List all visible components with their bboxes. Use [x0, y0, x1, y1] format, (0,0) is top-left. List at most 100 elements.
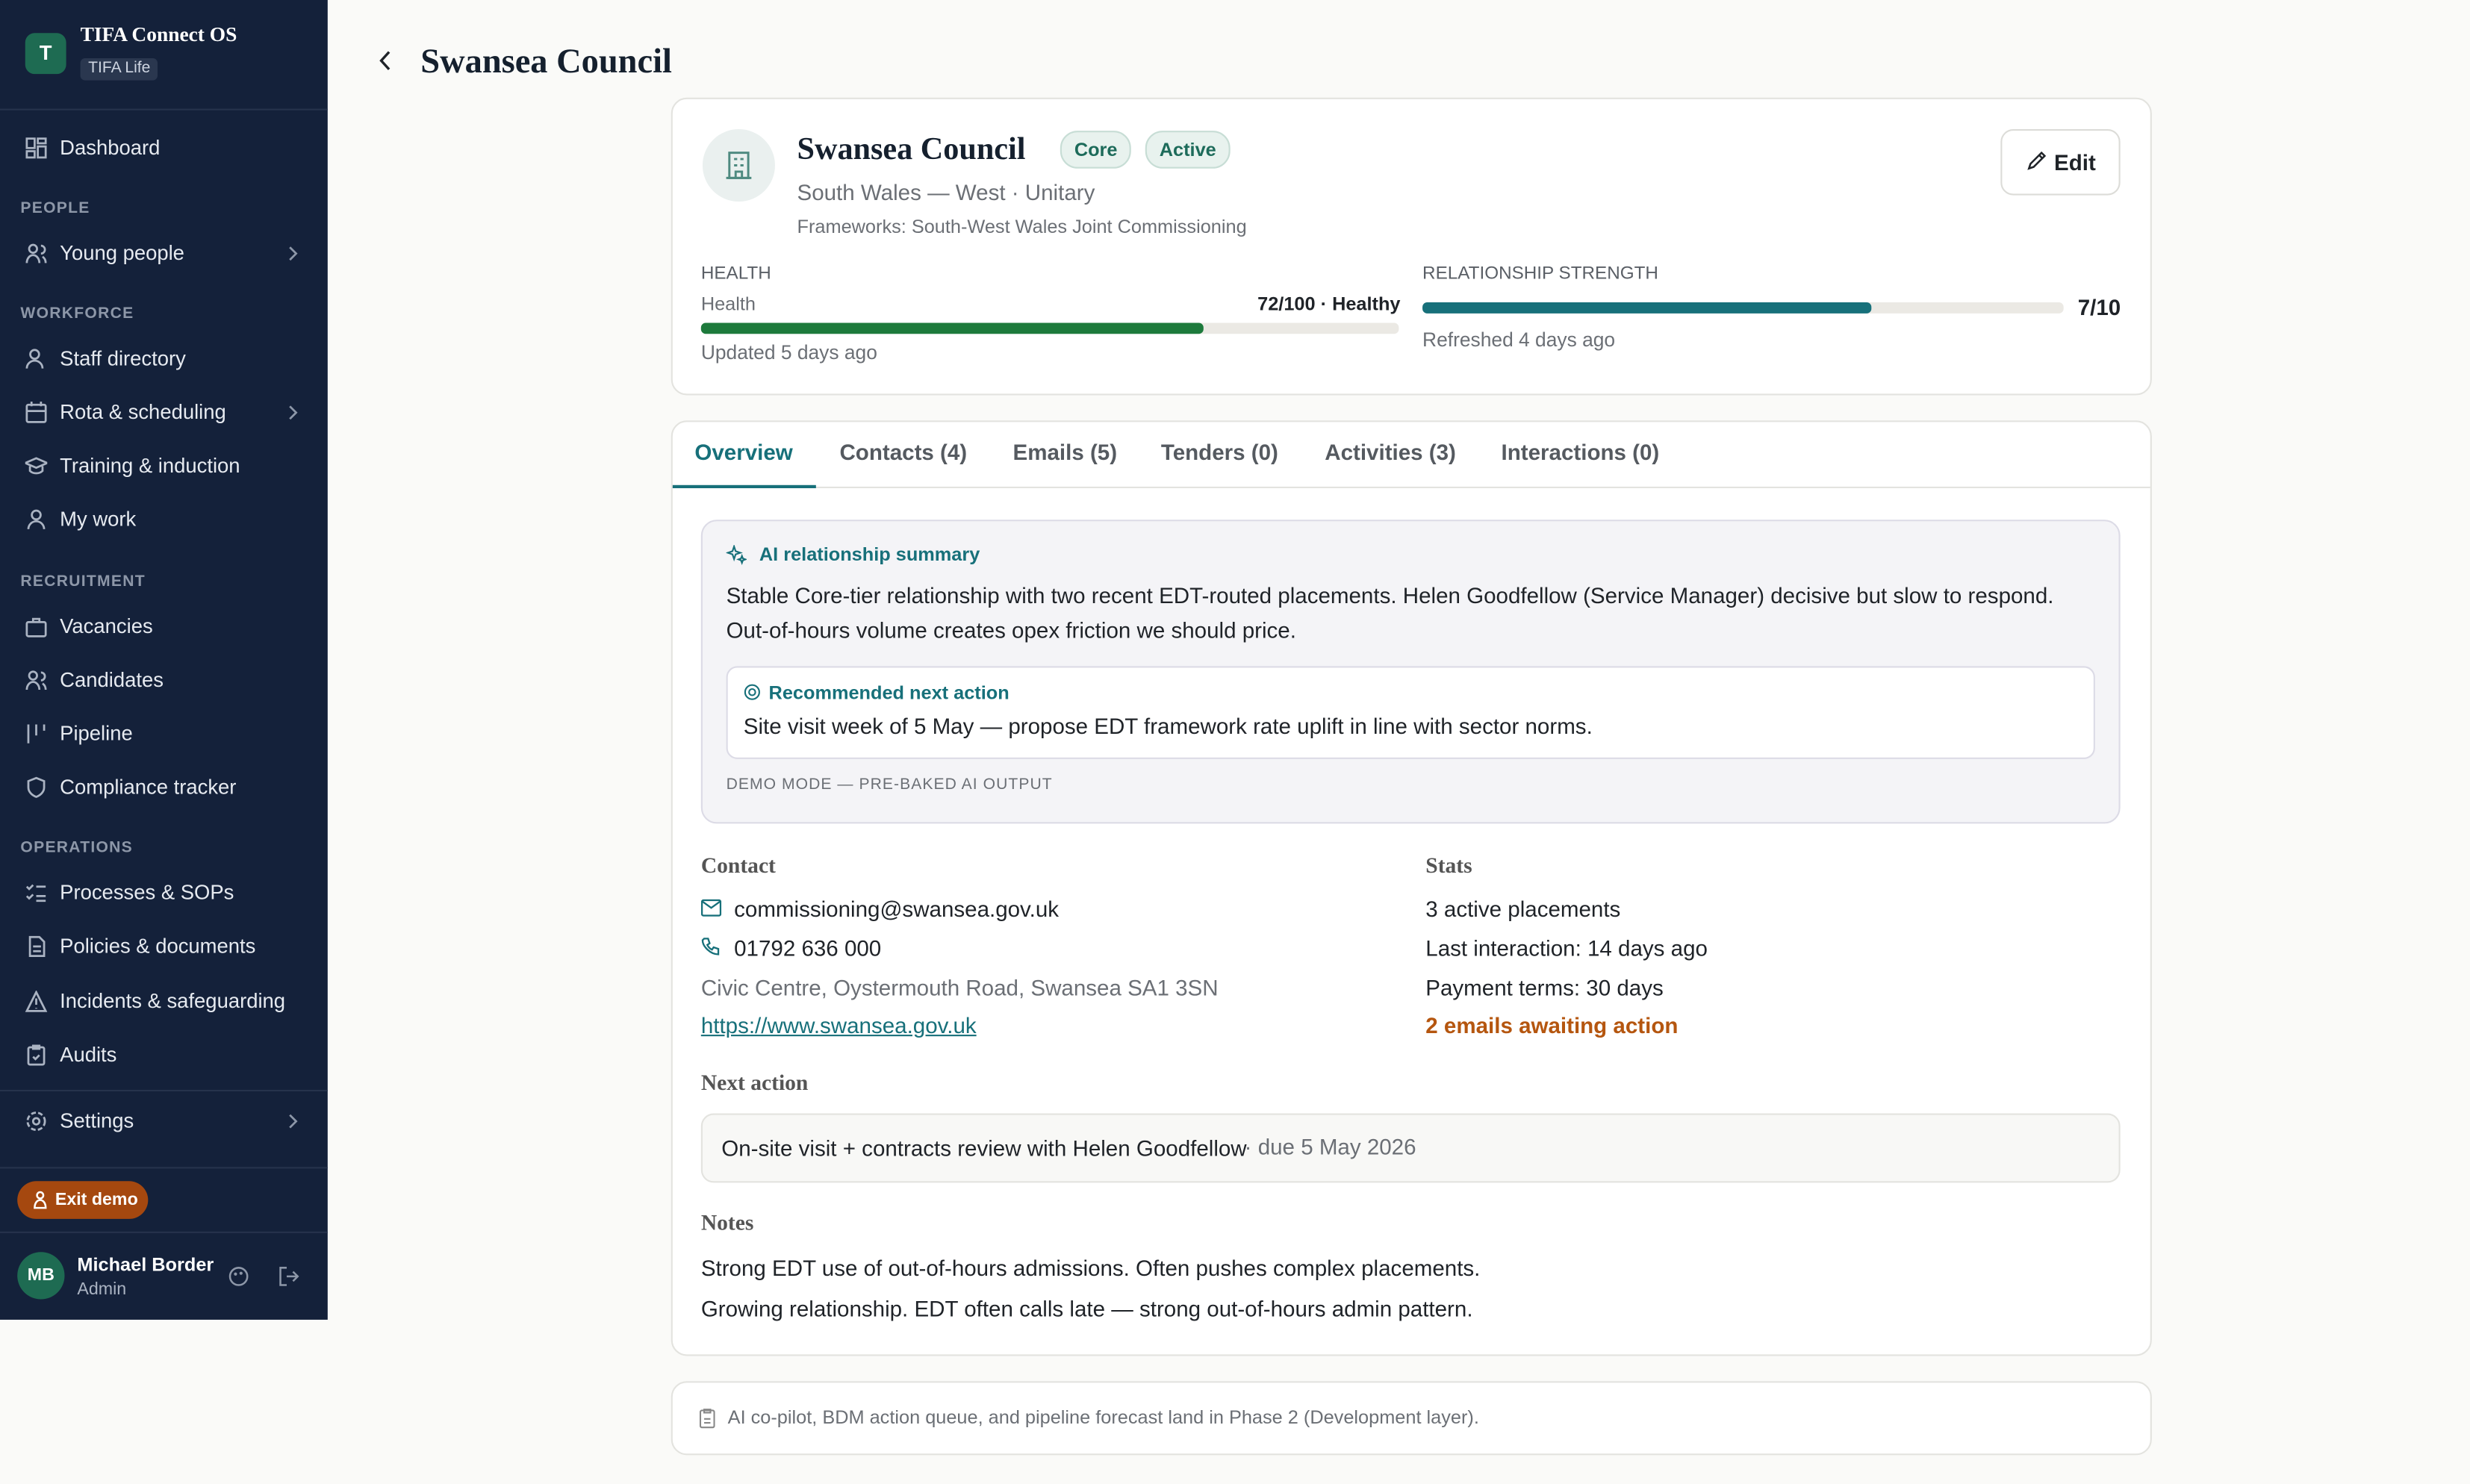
icon	[726, 544, 747, 566]
next-action-box: On-site visit + contracts review with He…	[700, 1113, 2121, 1183]
icon	[27, 509, 46, 529]
nav-item[interactable]: My work	[60, 507, 137, 531]
logout-button[interactable]	[279, 1266, 299, 1286]
stat-line: 3 active placements	[1425, 896, 1621, 922]
nav-item[interactable]: Settings	[60, 1109, 134, 1132]
tab[interactable]: Overview	[694, 439, 793, 465]
org-icon	[702, 128, 775, 202]
section-heading: Contact	[700, 855, 776, 879]
icon	[700, 899, 722, 917]
nav-item[interactable]: Dashboard	[60, 135, 161, 160]
ai-footnote: DEMO MODE — PRE-BAKED AI OUTPUT	[726, 776, 1053, 794]
icon	[26, 1112, 46, 1132]
relationship-score: 7/10	[2077, 294, 2121, 320]
note-line: Growing relationship. EDT often calls la…	[700, 1296, 1473, 1322]
icon	[27, 1044, 46, 1066]
nav-item[interactable]: Audits	[60, 1042, 117, 1067]
icon	[25, 617, 47, 637]
next-action-due: · due 5 May 2026	[1244, 1133, 1416, 1159]
health-track	[700, 322, 1399, 334]
relationship-heading: RELATIONSHIP STRENGTH	[1422, 264, 1658, 284]
tab[interactable]: Contacts (4)	[839, 439, 968, 465]
badge: Active	[1145, 131, 1231, 169]
user-avatar: MB	[17, 1252, 65, 1300]
nav-item[interactable]: Staff directory	[60, 346, 186, 370]
stat-line: Payment terms: 30 days	[1425, 974, 1664, 1000]
theme-button[interactable]	[228, 1266, 249, 1286]
chevron	[289, 1114, 298, 1129]
nav-item[interactable]: Vacancies	[60, 614, 153, 638]
nav-item[interactable]: Rota & scheduling	[60, 399, 226, 424]
stat-line: Last interaction: 14 days ago	[1425, 935, 1708, 961]
contact-address: Civic Centre, Oystermouth Road, Swansea …	[700, 974, 1219, 1000]
org-subtitle: South Wales — West · Unitary	[797, 179, 1095, 205]
nav-heading: PEOPLE	[20, 199, 90, 218]
section-heading: Stats	[1425, 855, 1472, 879]
badge: Core	[1060, 131, 1132, 169]
health-label: Health	[700, 293, 756, 315]
recommendation-box	[726, 666, 2095, 759]
icon	[744, 684, 760, 700]
icon	[699, 1409, 715, 1429]
org-name: Swansea Council	[797, 132, 1026, 167]
icon	[25, 884, 46, 902]
relationship-track	[1422, 302, 2064, 314]
contact-email[interactable]: commissioning@swansea.gov.uk	[734, 896, 1060, 922]
health-heading: HEALTH	[700, 264, 771, 284]
nav-item[interactable]: Pipeline	[60, 721, 133, 745]
tab[interactable]: Tenders (0)	[1160, 439, 1278, 465]
contact-website[interactable]: https://www.swansea.gov.uk	[700, 1012, 977, 1038]
profile-card: Swansea Council Core Active South Wales …	[671, 97, 2152, 396]
brand-name: TIFA Connect OS	[80, 22, 237, 46]
section-heading: Next action	[700, 1072, 809, 1097]
progress-fill	[1422, 302, 1872, 314]
icon	[27, 776, 46, 798]
sidebar: T TIFA Connect OS TIFA Life Dashboard PE…	[0, 0, 328, 1320]
tab-border	[672, 486, 2150, 489]
footer-note: AI co-pilot, BDM action queue, and pipel…	[727, 1406, 1479, 1429]
nav-item[interactable]: Processes & SOPs	[60, 880, 234, 904]
nav-item[interactable]: Training & induction	[60, 453, 240, 478]
page-title: Swansea Council	[420, 40, 672, 81]
recommendation-heading: Recommended next action	[768, 682, 1010, 705]
ai-summary-body: Stable Core-tier relationship with two r…	[726, 582, 2054, 643]
back-button[interactable]	[378, 51, 393, 71]
edit-button[interactable]: Edit	[2000, 128, 2121, 196]
icon	[25, 457, 48, 475]
health-score: 72/100 · Healthy	[1257, 293, 1401, 315]
nav-item[interactable]: Candidates	[60, 667, 164, 692]
tab[interactable]: Interactions (0)	[1501, 439, 1660, 465]
brand-logo: T	[25, 33, 66, 75]
icon	[701, 938, 720, 955]
next-action-text: On-site visit + contracts review with He…	[721, 1135, 1247, 1161]
ai-summary-heading: AI relationship summary	[759, 543, 980, 566]
user-name: Michael Border	[77, 1253, 214, 1276]
section-heading: Notes	[700, 1212, 754, 1237]
stat-alert: 2 emails awaiting action	[1425, 1012, 1679, 1038]
chevron	[289, 246, 298, 261]
nav-heading: WORKFORCE	[20, 305, 134, 323]
chevron	[289, 405, 298, 420]
divider	[0, 1089, 328, 1092]
exit-demo-label: Exit demo	[55, 1190, 138, 1210]
tab[interactable]: Emails (5)	[1012, 439, 1118, 465]
icon	[25, 670, 47, 690]
icon	[25, 991, 48, 1012]
recommendation-text: Site visit week of 5 May — propose EDT f…	[743, 713, 1593, 739]
icon	[25, 137, 47, 159]
footer-card: AI co-pilot, BDM action queue, and pipel…	[671, 1381, 2152, 1456]
nav-item[interactable]: Policies & documents	[60, 934, 256, 958]
icon	[25, 349, 44, 369]
exit-demo-button[interactable]: Exit demo	[17, 1181, 149, 1219]
nav-heading: OPERATIONS	[20, 839, 134, 857]
nav-item[interactable]: Compliance tracker	[60, 774, 237, 799]
divider	[0, 108, 328, 110]
tab[interactable]: Activities (3)	[1325, 439, 1456, 465]
icon	[34, 1191, 47, 1209]
contact-phone[interactable]: 01792 636 000	[734, 935, 882, 961]
nav-item[interactable]: Incidents & safeguarding	[60, 988, 286, 1013]
nav-item[interactable]: Young people	[60, 240, 184, 265]
icon	[2027, 151, 2047, 170]
